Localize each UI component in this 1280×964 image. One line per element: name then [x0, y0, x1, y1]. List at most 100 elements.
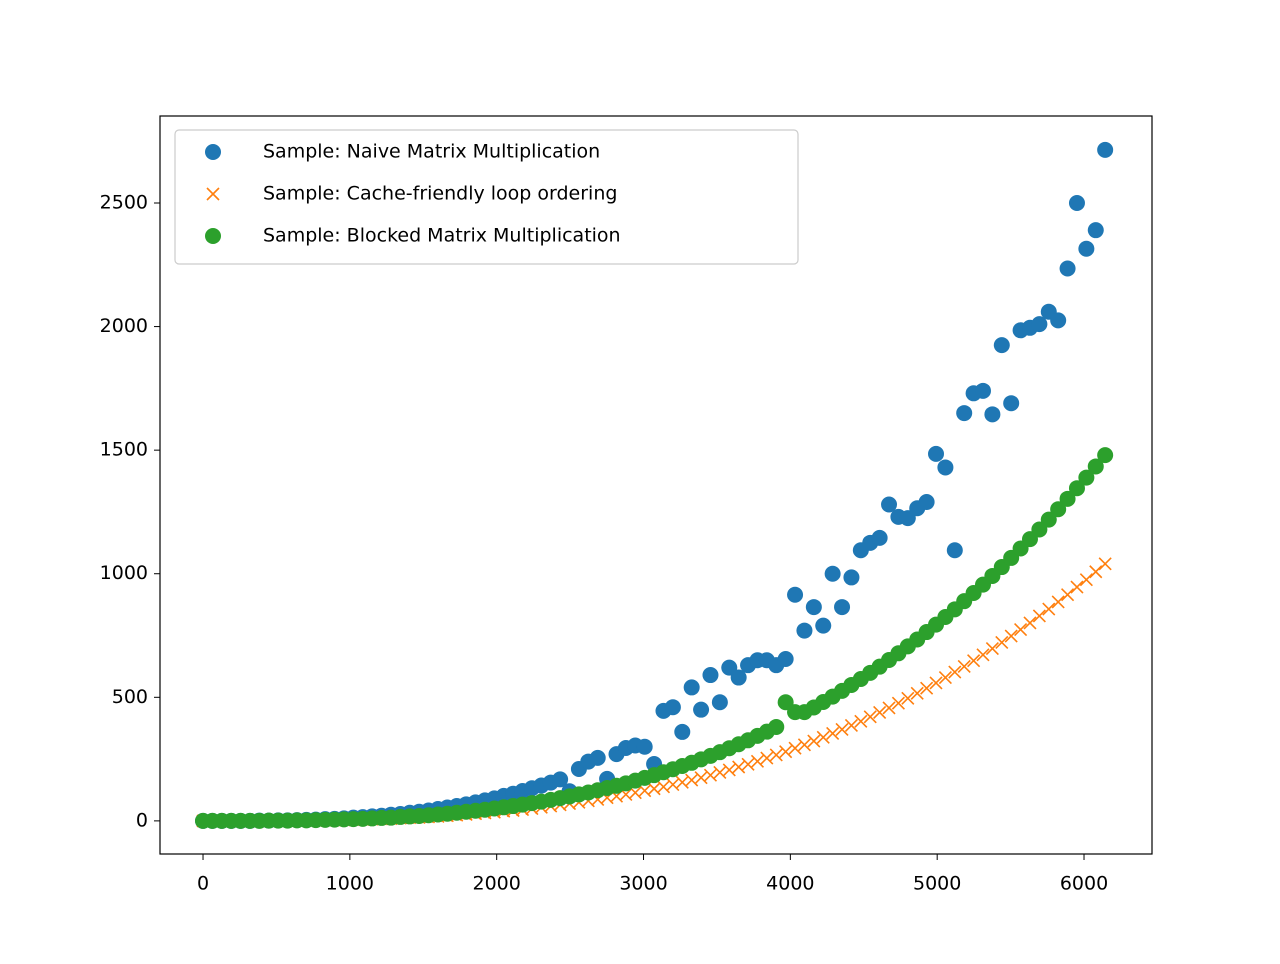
x-marker	[206, 187, 220, 201]
point	[796, 622, 813, 639]
x-marker	[929, 676, 943, 690]
y-tick-label: 1500	[100, 439, 148, 461]
plot-frame	[159, 115, 1153, 855]
point	[1040, 511, 1057, 528]
x-marker	[779, 745, 793, 759]
point	[730, 669, 747, 686]
point	[1050, 501, 1067, 518]
x-tick-label: 1000	[326, 873, 374, 895]
y-tick-label: 0	[136, 809, 148, 831]
legend-label: Sample: Cache-friendly loop ordering	[263, 183, 617, 205]
x-marker	[750, 754, 765, 768]
x-tick-label: 5000	[913, 873, 961, 895]
x-marker	[797, 738, 812, 752]
x-marker	[1079, 573, 1093, 587]
x-marker	[816, 730, 830, 744]
x-marker	[854, 714, 868, 728]
legend-box	[174, 129, 799, 265]
x-marker	[995, 635, 1009, 650]
point	[636, 738, 653, 755]
x-marker	[1014, 623, 1028, 637]
x-marker	[1051, 595, 1065, 609]
point	[993, 337, 1010, 354]
point	[1059, 490, 1076, 507]
point	[1087, 222, 1104, 239]
point	[1003, 395, 1020, 412]
x-marker	[788, 741, 802, 755]
x-marker	[1098, 557, 1112, 571]
x-marker	[873, 705, 887, 719]
point	[984, 406, 1001, 423]
point	[711, 694, 728, 711]
point	[1087, 458, 1104, 475]
x-tick-label: 3000	[619, 873, 667, 895]
x-marker	[722, 763, 736, 777]
point	[824, 565, 841, 582]
point	[552, 771, 569, 788]
x-marker	[967, 654, 981, 668]
x-marker	[938, 670, 952, 685]
point	[871, 529, 888, 546]
point	[928, 445, 945, 462]
x-marker	[891, 696, 905, 710]
x-marker	[741, 757, 755, 771]
point	[702, 667, 719, 684]
point	[834, 599, 851, 616]
x-marker	[844, 718, 858, 733]
x-marker	[901, 691, 915, 705]
point	[768, 718, 785, 735]
point	[1059, 260, 1076, 277]
y-tick-label: 500	[112, 686, 148, 708]
point	[815, 617, 832, 634]
x-marker	[703, 768, 718, 782]
point	[777, 650, 794, 667]
x-marker	[826, 726, 840, 740]
point	[1097, 141, 1114, 158]
x-marker	[976, 648, 990, 662]
point	[974, 382, 991, 399]
point	[1097, 447, 1114, 464]
point	[937, 459, 954, 476]
x-marker	[1004, 629, 1018, 643]
x-marker	[1032, 609, 1046, 623]
x-marker	[882, 701, 896, 715]
point	[881, 496, 898, 513]
x-marker	[807, 734, 821, 748]
x-marker	[920, 681, 934, 695]
x-tick-label: 6000	[1060, 873, 1108, 895]
point	[205, 144, 221, 160]
legend-label: Sample: Blocked Matrix Multiplication	[263, 225, 621, 247]
point	[674, 723, 691, 740]
x-tick-label: 0	[197, 873, 209, 895]
point	[1031, 316, 1048, 333]
point	[1068, 480, 1085, 497]
point	[664, 699, 681, 716]
legend: Sample: Naive Matrix Multiplication Sampl…	[174, 129, 799, 265]
x-marker	[1023, 616, 1037, 630]
legend-label: Sample: Naive Matrix Multiplication	[263, 141, 600, 163]
x-marker	[948, 665, 962, 679]
x-marker	[957, 659, 971, 673]
point	[946, 542, 963, 559]
point	[843, 569, 860, 586]
point	[1050, 312, 1067, 329]
point	[683, 679, 700, 696]
x-marker	[910, 686, 924, 700]
point	[205, 228, 221, 244]
x-marker	[769, 748, 783, 762]
x-marker	[760, 751, 774, 765]
y-tick-label: 2500	[100, 191, 148, 213]
x-marker	[1061, 588, 1075, 602]
x-marker	[985, 642, 999, 656]
point	[589, 749, 606, 766]
x-marker	[732, 760, 746, 774]
point	[805, 599, 822, 616]
point	[693, 701, 710, 718]
x-tick-label: 2000	[473, 873, 521, 895]
point	[956, 405, 973, 422]
point	[1068, 194, 1085, 211]
x-tick-label: 4000	[766, 873, 814, 895]
point	[1078, 240, 1095, 257]
y-tick-label: 1000	[100, 562, 148, 584]
